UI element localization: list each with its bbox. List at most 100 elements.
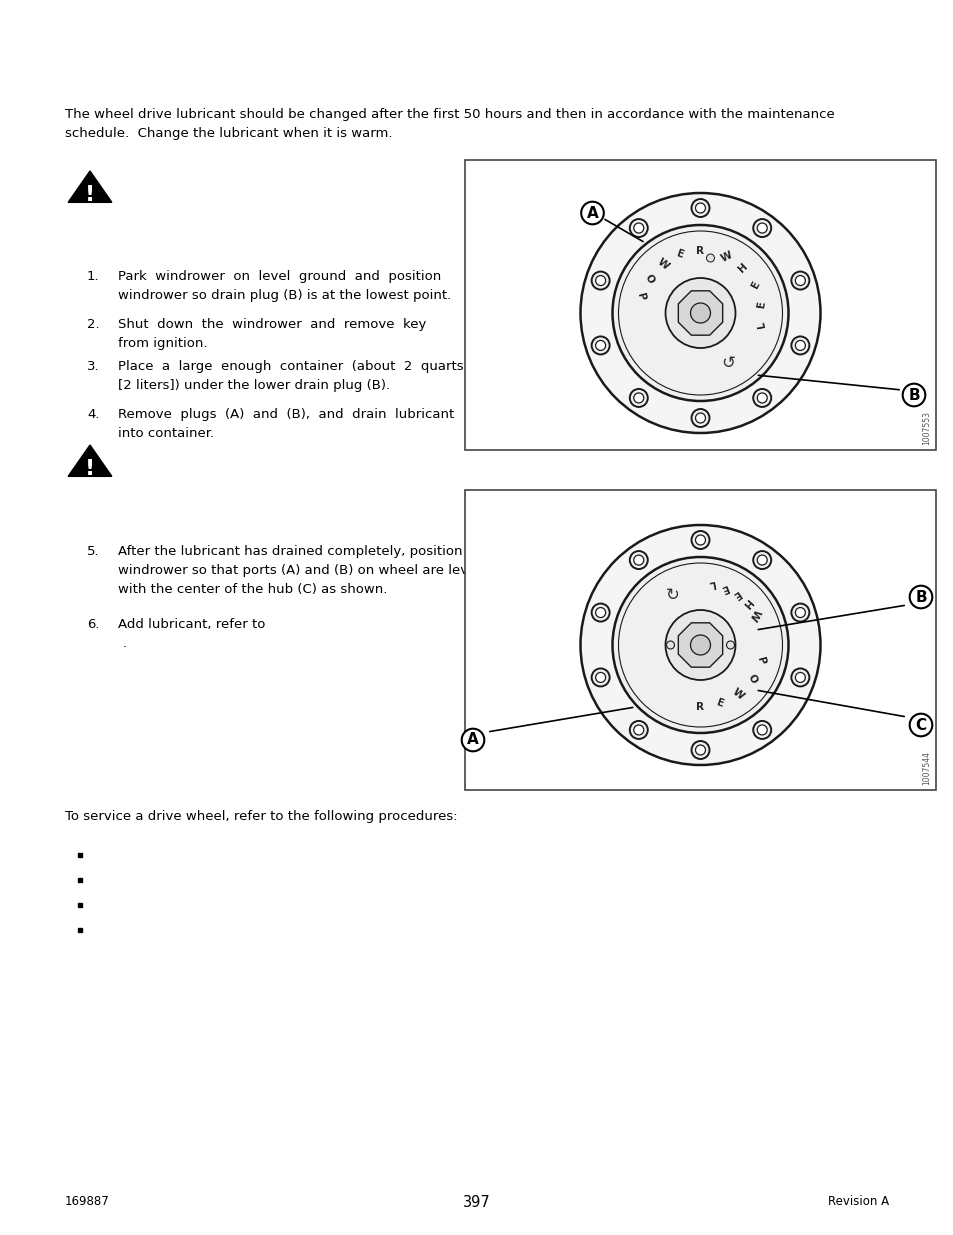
Polygon shape — [678, 290, 722, 335]
Circle shape — [795, 275, 804, 285]
Circle shape — [665, 278, 735, 348]
Bar — [464, 161, 935, 450]
Text: E: E — [675, 248, 685, 261]
Circle shape — [757, 725, 766, 735]
Circle shape — [695, 535, 705, 545]
Circle shape — [629, 389, 647, 408]
Circle shape — [612, 557, 788, 734]
Polygon shape — [68, 445, 112, 477]
Text: 169887: 169887 — [65, 1195, 110, 1208]
Circle shape — [753, 219, 770, 237]
Circle shape — [753, 551, 770, 569]
Text: O: O — [744, 673, 758, 685]
Circle shape — [706, 254, 714, 262]
Text: Add lubricant, refer to: Add lubricant, refer to — [118, 618, 265, 631]
Text: ↺: ↺ — [720, 354, 735, 372]
Circle shape — [695, 745, 705, 755]
Circle shape — [690, 635, 710, 655]
Polygon shape — [68, 170, 112, 203]
Text: E: E — [719, 582, 729, 594]
Text: 1.: 1. — [87, 270, 99, 283]
Text: W: W — [730, 687, 745, 701]
Polygon shape — [678, 622, 722, 667]
Circle shape — [629, 721, 647, 739]
Text: O: O — [641, 272, 655, 285]
Text: E: E — [729, 588, 741, 600]
Text: B: B — [907, 388, 919, 403]
Text: 2.: 2. — [87, 317, 99, 331]
Text: Park  windrower  on  level  ground  and  position
windrower so drain plug (B) is: Park windrower on level ground and posit… — [118, 270, 451, 303]
Circle shape — [691, 531, 709, 550]
Circle shape — [612, 225, 788, 401]
Circle shape — [795, 608, 804, 618]
Circle shape — [633, 224, 643, 233]
Text: P: P — [754, 656, 765, 666]
Text: B: B — [914, 589, 926, 604]
Text: C: C — [915, 718, 925, 732]
Circle shape — [595, 672, 605, 683]
Circle shape — [691, 409, 709, 427]
Text: 4.: 4. — [87, 408, 99, 421]
Circle shape — [591, 604, 609, 621]
Text: Shut  down  the  windrower  and  remove  key
from ignition.: Shut down the windrower and remove key f… — [118, 317, 426, 350]
Text: 397: 397 — [462, 1195, 491, 1210]
Circle shape — [629, 219, 647, 237]
Circle shape — [791, 272, 808, 289]
Circle shape — [791, 604, 808, 621]
Text: 6.: 6. — [87, 618, 99, 631]
Text: After the lubricant has drained completely, position the
windrower so that ports: After the lubricant has drained complete… — [118, 545, 488, 597]
Circle shape — [595, 608, 605, 618]
Text: !: ! — [85, 458, 95, 479]
Circle shape — [695, 412, 705, 424]
Text: W: W — [655, 257, 670, 272]
Circle shape — [591, 668, 609, 687]
Text: The wheel drive lubricant should be changed after the first 50 hours and then in: The wheel drive lubricant should be chan… — [65, 107, 834, 140]
Circle shape — [595, 341, 605, 351]
Text: E: E — [756, 299, 766, 308]
Bar — [464, 490, 935, 790]
Circle shape — [629, 551, 647, 569]
Text: 1007553: 1007553 — [921, 411, 930, 445]
Circle shape — [795, 341, 804, 351]
Text: Remove  plugs  (A)  and  (B),  and  drain  lubricant
into container.: Remove plugs (A) and (B), and drain lubr… — [118, 408, 454, 440]
Circle shape — [666, 641, 674, 650]
Text: P: P — [634, 291, 646, 301]
Text: Revision A: Revision A — [827, 1195, 888, 1208]
Circle shape — [691, 199, 709, 217]
Circle shape — [757, 393, 766, 403]
Circle shape — [633, 393, 643, 403]
Circle shape — [753, 389, 770, 408]
Circle shape — [665, 610, 735, 680]
Text: W: W — [719, 249, 733, 264]
Text: E: E — [749, 279, 760, 290]
Text: W: W — [746, 606, 760, 621]
Circle shape — [753, 721, 770, 739]
Circle shape — [726, 641, 734, 650]
Circle shape — [791, 668, 808, 687]
Text: A: A — [586, 205, 598, 221]
Circle shape — [579, 193, 820, 433]
Text: L: L — [756, 320, 766, 329]
Text: R: R — [696, 701, 703, 713]
Text: 5.: 5. — [87, 545, 99, 558]
Text: H: H — [739, 597, 752, 610]
Circle shape — [690, 303, 710, 324]
Text: E: E — [715, 698, 724, 710]
Circle shape — [591, 272, 609, 289]
Text: ↻: ↻ — [665, 585, 679, 604]
Circle shape — [591, 336, 609, 354]
Circle shape — [795, 672, 804, 683]
Text: R: R — [696, 246, 703, 256]
Text: A: A — [467, 732, 478, 747]
Circle shape — [633, 555, 643, 566]
Circle shape — [595, 275, 605, 285]
Circle shape — [633, 725, 643, 735]
Circle shape — [791, 336, 808, 354]
Circle shape — [695, 203, 705, 212]
Text: 3.: 3. — [87, 359, 99, 373]
Circle shape — [691, 741, 709, 760]
Text: To service a drive wheel, refer to the following procedures:: To service a drive wheel, refer to the f… — [65, 810, 457, 823]
Text: .: . — [123, 637, 127, 650]
Circle shape — [579, 525, 820, 764]
Text: !: ! — [85, 185, 95, 205]
